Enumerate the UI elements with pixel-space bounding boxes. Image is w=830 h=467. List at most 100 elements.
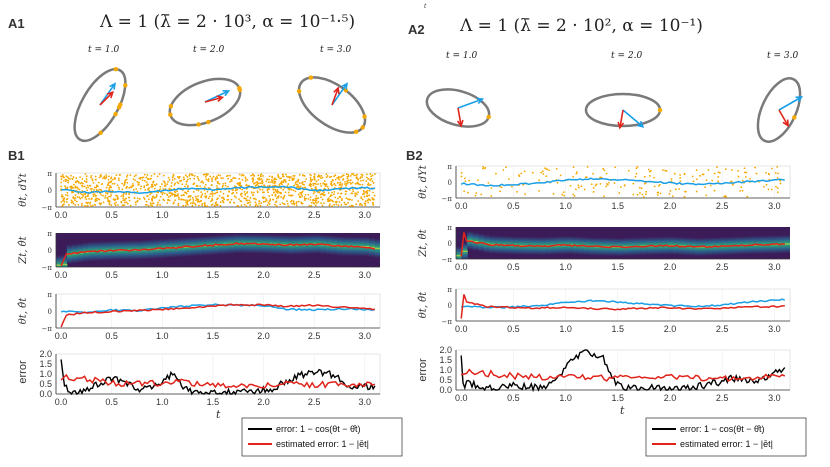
b1-row1-observation-point (74, 185, 77, 188)
b2-row1-observation-point (669, 189, 672, 192)
b2-row1-observation-point (482, 166, 485, 168)
b1-row1-observation-point (115, 201, 117, 204)
b1-row1-observation-point (110, 204, 113, 207)
b2-row1-observation-point (653, 176, 656, 179)
b1-row1-observation-point (108, 203, 111, 206)
b2-row1-observation-point (477, 179, 479, 182)
b1-row1-observation-point (292, 175, 295, 177)
b2-row1-observation-point (487, 182, 490, 184)
b1-row1-observation-point (303, 199, 306, 202)
b1-row1-observation-point (333, 182, 336, 185)
b1-row1-observation-point (139, 187, 142, 190)
b1-row1-observation-point (284, 191, 287, 194)
b1-row1-observation-point (67, 179, 70, 182)
b2-row1-observation-point (555, 167, 558, 170)
b2-row1-observation-point (777, 172, 780, 175)
b1-row1-observation-point (367, 201, 370, 204)
b1-row1-observation-point (157, 201, 159, 204)
b1-row1-observation-point (190, 173, 193, 176)
b1-row1-observation-point (351, 173, 353, 175)
b1-row1-observation-point (150, 186, 153, 188)
top-mark: t (424, 3, 427, 10)
b1-row1-observation-point (321, 198, 324, 201)
b2-row2-heatmap-band (489, 235, 496, 254)
b1-row1-observation-point (219, 190, 222, 193)
b2-row1-observation-point (695, 169, 698, 172)
observation-dot (486, 114, 491, 120)
b1-row1-observation-point (255, 198, 257, 201)
b1-row3-y-tick-label: 0 (48, 308, 52, 316)
b1-row1-observation-point (67, 181, 70, 184)
b1-row1-observation-point (117, 197, 120, 200)
b1-row1-observation-point (367, 198, 370, 200)
b2-row2-y-tick-label: π (447, 224, 452, 232)
b1-row1-observation-point (173, 195, 176, 198)
b1-row1-observation-point (351, 188, 354, 191)
b1-row1-observation-point (277, 176, 280, 178)
b1-row1-observation-point (287, 205, 290, 208)
b1-row2-heatmap-band (363, 236, 370, 257)
b2-row2-y-tick-label: 0 (448, 240, 452, 248)
b2-row1-observation-point (767, 188, 770, 191)
b1-row1-observation-point (159, 185, 162, 188)
b1-row1-observation-point (135, 187, 138, 190)
b1-row1-observation-point (277, 173, 279, 176)
b1-row1-observation-point (193, 202, 196, 205)
b2-row1-observation-point (590, 183, 593, 186)
b1-row1-observation-point (229, 174, 232, 177)
b2-row2-x-tick-label: 2.0 (664, 262, 677, 272)
b1-row1-observation-point (256, 182, 259, 185)
b1-row1-observation-point (239, 193, 242, 196)
b2-row1-observation-point (755, 172, 758, 175)
b1-row1-observation-point (372, 191, 374, 194)
b1-row1-observation-point (152, 180, 155, 183)
b2-row2-heatmap-band (456, 246, 463, 259)
b1-row1-observation-point (96, 197, 98, 200)
b1-row1-observation-point (72, 202, 75, 205)
b1-row1-observation-point (309, 184, 312, 186)
b2-row1-observation-point (464, 180, 467, 183)
b1-row1-observation-point (345, 190, 348, 193)
b1-row1-observation-point (91, 179, 94, 182)
b1-row1-observation-point (214, 192, 216, 195)
observation-dot (98, 130, 103, 136)
b1-row2-x-tick-label: 1.5 (207, 270, 220, 280)
b1-row1-observation-point (274, 193, 277, 196)
b1-row1-observation-point (307, 198, 310, 200)
b1-row1-observation-point (295, 183, 298, 186)
b1-row1-observation-point (354, 194, 357, 197)
b2-row1-observation-point (692, 180, 695, 183)
b1-row1-observation-point (192, 199, 195, 201)
b2-row1-observation-point (613, 182, 616, 185)
b2-row2-y-tick-label: −π (442, 256, 453, 264)
b2-row4-frame (455, 349, 791, 391)
b1-row1-observation-point (79, 192, 82, 195)
b1-row1-observation-point (369, 179, 372, 182)
b2-row1-observation-point (776, 165, 779, 168)
b1-row1-observation-point (268, 195, 271, 197)
snapshot-label-2: t = 2.0 (611, 51, 642, 61)
b1-row1-observation-point (327, 192, 330, 194)
b1-row1-observation-point (85, 181, 88, 183)
b1-row1-observation-point (143, 173, 146, 176)
b1-row1-observation-point (349, 205, 351, 208)
observation-dot (308, 75, 314, 80)
b2-row1-observation-point (743, 167, 746, 170)
b2-row1-observation-point (704, 186, 706, 189)
b1-row1-x-tick-label: 3.0 (359, 210, 372, 220)
b1-row1-observation-point (124, 181, 126, 184)
b2-row1-observation-point (683, 196, 686, 198)
b1-row4-x-tick-label: 0.0 (55, 397, 68, 407)
theta-arrow-head (222, 90, 231, 97)
b1-row1-observation-point (282, 173, 284, 176)
legend-b1: error: 1 − cos(θt − θ̂t) estimated error… (241, 417, 403, 457)
b1-row1-observation-point (180, 198, 182, 201)
b1-row1-observation-point (133, 175, 136, 178)
b1-row1-observation-point (106, 184, 109, 187)
b1-row1-observation-point (272, 188, 275, 191)
b1-row1-observation-point (341, 198, 343, 200)
b1-row1-observation-point (302, 174, 304, 176)
b2-row1-observation-point (707, 169, 710, 171)
b1-row1-observation-point (191, 202, 194, 205)
b1-row1-observation-point (282, 175, 284, 178)
